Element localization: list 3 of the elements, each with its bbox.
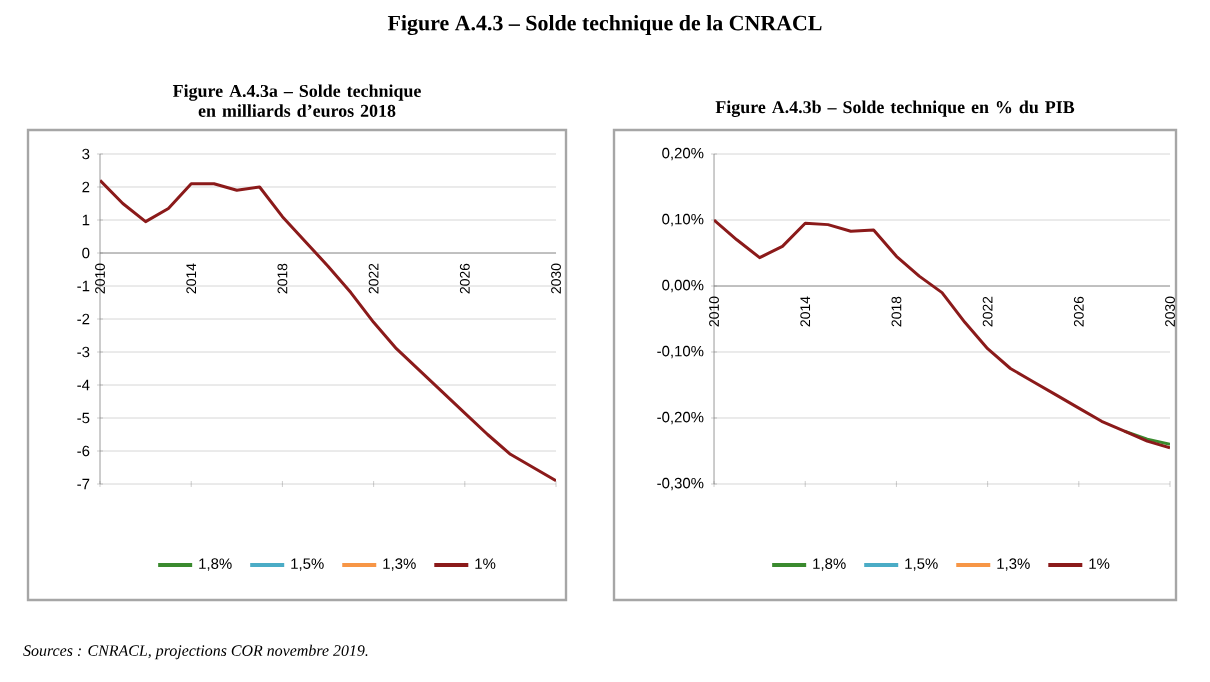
chart-title: Figure A.4.3a – Solde technique en milliards d’euros 2018 bbox=[172, 84, 421, 117]
chart-title: Figure A.4.3b – Solde technique en % du PIB bbox=[715, 100, 1075, 117]
text: Figure A.4.3 – Solde technique de la CNRACL bbox=[387, 15, 822, 36]
